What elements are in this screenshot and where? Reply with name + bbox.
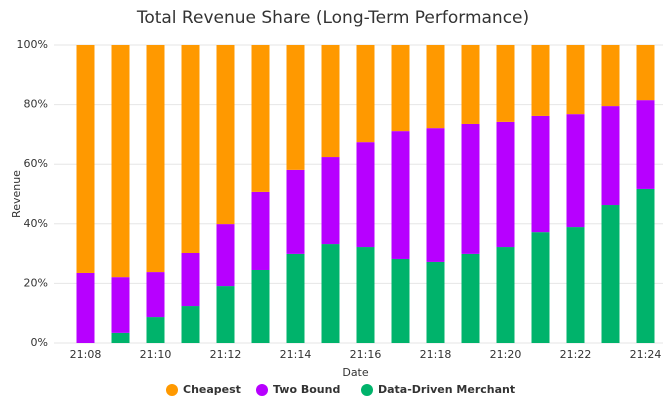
bar-segment — [636, 188, 655, 343]
bar-segment — [251, 191, 270, 270]
bar-segment — [531, 232, 550, 343]
bar-segment — [566, 227, 585, 343]
bar-segment — [146, 45, 165, 273]
bar-segment — [601, 45, 620, 107]
bar-segment — [356, 142, 375, 248]
bar-segment — [461, 123, 480, 254]
bar-segment — [76, 45, 95, 273]
bar-segment — [601, 106, 620, 206]
bar-segment — [216, 224, 235, 287]
bar-segment — [391, 258, 410, 343]
bar-segment — [111, 332, 130, 343]
x-tick-label: 21:12 — [210, 348, 242, 361]
bar-segment — [146, 317, 165, 343]
y-tick-label: 80% — [24, 98, 48, 111]
x-tick-label: 21:18 — [420, 348, 452, 361]
bar-segment — [496, 247, 515, 343]
bar-segment — [76, 272, 95, 343]
y-tick-label: 100% — [17, 38, 48, 51]
bar-segment — [286, 45, 305, 170]
bar-segment — [356, 45, 375, 143]
bar-segment — [566, 45, 585, 115]
bar-segment — [391, 45, 410, 132]
bar-segment — [181, 45, 200, 254]
x-tick-label: 21:10 — [140, 348, 172, 361]
bar-segment — [181, 253, 200, 307]
bar-segment — [111, 45, 130, 278]
bar-segment — [321, 45, 340, 158]
bar-segment — [321, 157, 340, 245]
bar-segment — [426, 261, 445, 343]
legend-label: Data-Driven Merchant — [378, 383, 515, 396]
bar-segment — [531, 115, 550, 233]
bar-segment — [181, 306, 200, 343]
bar-segment — [321, 244, 340, 343]
x-tick-label: 21:22 — [560, 348, 592, 361]
legend-label: Cheapest — [183, 383, 241, 396]
bar-segment — [426, 45, 445, 129]
bar-segment — [216, 286, 235, 343]
y-tick-label: 20% — [24, 276, 48, 289]
bar-segment — [461, 45, 480, 124]
bar-segment — [531, 45, 550, 116]
x-tick-label: 21:24 — [630, 348, 662, 361]
x-tick-label: 21:08 — [70, 348, 102, 361]
y-tick-label: 0% — [31, 336, 48, 349]
bar-segment — [461, 253, 480, 343]
bar-segment — [146, 272, 165, 318]
y-tick-label: 40% — [24, 217, 48, 230]
legend-marker — [166, 384, 178, 396]
bar-segment — [636, 45, 655, 101]
bar-segment — [111, 277, 130, 333]
bar-segment — [566, 114, 585, 228]
bar-segment — [601, 205, 620, 343]
bar-segment — [286, 169, 305, 254]
legend-label: Two Bound — [273, 383, 340, 396]
chart-title: Total Revenue Share (Long-Term Performan… — [136, 8, 529, 28]
bar-segment — [496, 45, 515, 122]
bar-segment — [251, 45, 270, 192]
bar-segment — [496, 121, 515, 248]
x-tick-label: 21:20 — [490, 348, 522, 361]
bar-segment — [251, 269, 270, 343]
x-tick-label: 21:16 — [350, 348, 382, 361]
legend-marker — [256, 384, 268, 396]
bar-segment — [216, 45, 235, 225]
bar-segment — [391, 131, 410, 259]
bar-segment — [426, 128, 445, 262]
y-tick-label: 60% — [24, 157, 48, 170]
y-axis-label: Revenue — [10, 170, 23, 218]
legend-marker — [361, 384, 373, 396]
bar-segment — [286, 253, 305, 343]
x-tick-label: 21:14 — [280, 348, 312, 361]
x-axis-label: Date — [342, 366, 369, 379]
bar-segment — [356, 247, 375, 343]
bar-segment — [636, 100, 655, 189]
